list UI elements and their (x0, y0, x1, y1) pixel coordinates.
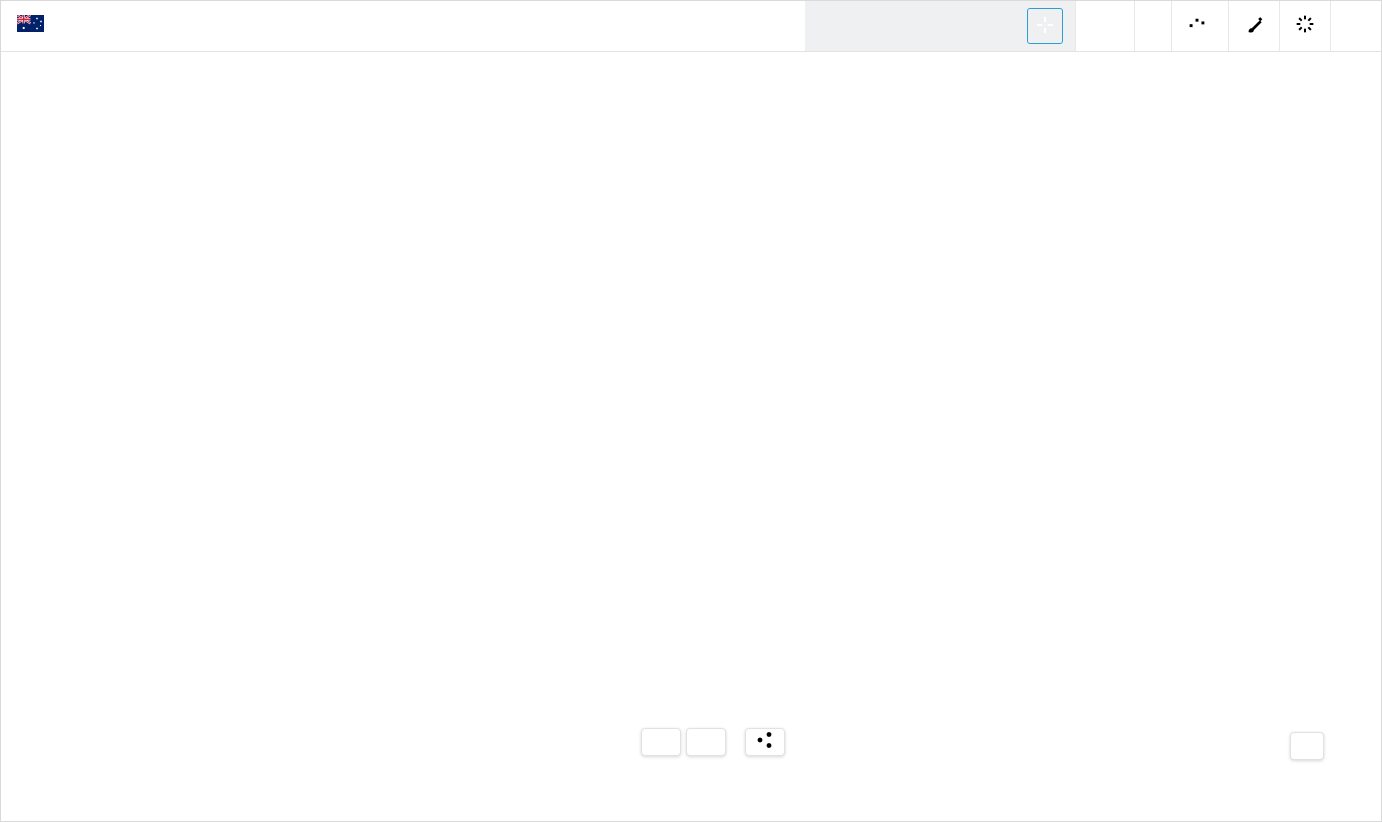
candlestick-chart[interactable] (1, 52, 1381, 822)
share-button[interactable] (745, 728, 785, 756)
share-icon (755, 730, 775, 755)
settings-button[interactable] (1279, 1, 1330, 51)
australia-flag-icon (16, 14, 44, 37)
draw-button[interactable] (1228, 1, 1279, 51)
indicators-button[interactable] (1171, 1, 1228, 51)
brush-icon (1244, 14, 1264, 39)
symbol-block (1, 1, 57, 51)
zoom-out-button[interactable] (641, 728, 681, 756)
chart-area (1, 52, 1381, 822)
gear-icon (1295, 14, 1315, 39)
interval-button[interactable] (1134, 1, 1171, 51)
quote-group (805, 1, 1075, 51)
zoom-controls (641, 728, 785, 756)
toolbar (1, 1, 1381, 52)
sell-button[interactable] (817, 11, 847, 41)
buy-button[interactable] (921, 11, 951, 41)
indicators-icon (1187, 14, 1207, 39)
chart-type-icon (1091, 16, 1113, 37)
collapse-icon (1346, 14, 1366, 39)
chart-type-button[interactable] (1075, 1, 1134, 51)
crosshair-button[interactable] (1027, 8, 1063, 44)
collapse-button[interactable] (1330, 1, 1381, 51)
zoom-in-button[interactable] (686, 728, 726, 756)
toolbar-right (805, 1, 1381, 51)
expand-panel-button[interactable] (1290, 732, 1324, 760)
crosshair-icon (1036, 16, 1054, 37)
